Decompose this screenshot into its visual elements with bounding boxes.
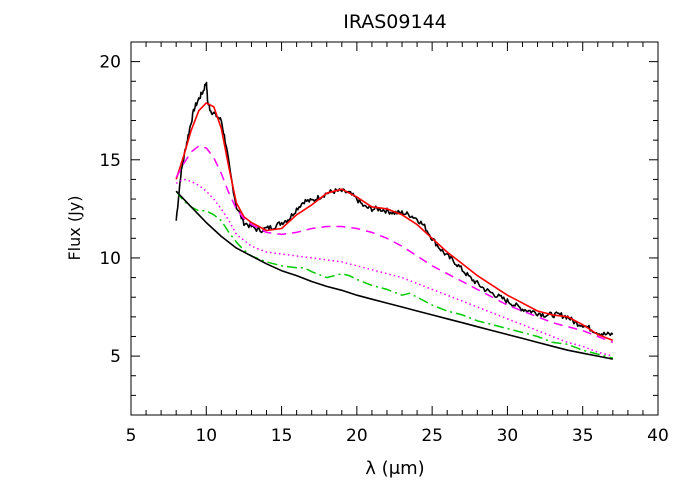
chart-title: IRAS09144 [343,11,447,33]
plot-frame [130,41,659,416]
x-tick-label: 40 [647,426,669,446]
series-layer [175,81,614,360]
y-tick-label: 20 [99,53,121,73]
y-tick-label: 15 [99,151,121,171]
series-line-3 [175,145,614,344]
series-line-6 [175,190,613,360]
series-line-2 [175,102,614,342]
series-line-4 [175,178,613,357]
y-tick-label: 5 [110,347,121,367]
x-tick-label: 35 [572,426,594,446]
axis-ticks: 5 10 15 20 25 30 35 40 5 10 15 20 [99,41,669,446]
x-tick-label: 5 [126,426,137,446]
x-tick-label: 30 [497,426,519,446]
x-tick-label: 15 [271,426,293,446]
x-axis-label: λ (μm) [365,458,424,479]
y-axis-label: Flux (Jy) [65,195,84,260]
series-line-1 [175,81,614,337]
series-line-5 [175,190,613,359]
x-tick-label: 25 [421,426,443,446]
y-tick-label: 10 [99,249,121,269]
x-tick-label: 10 [195,426,217,446]
x-tick-label: 20 [346,426,368,446]
